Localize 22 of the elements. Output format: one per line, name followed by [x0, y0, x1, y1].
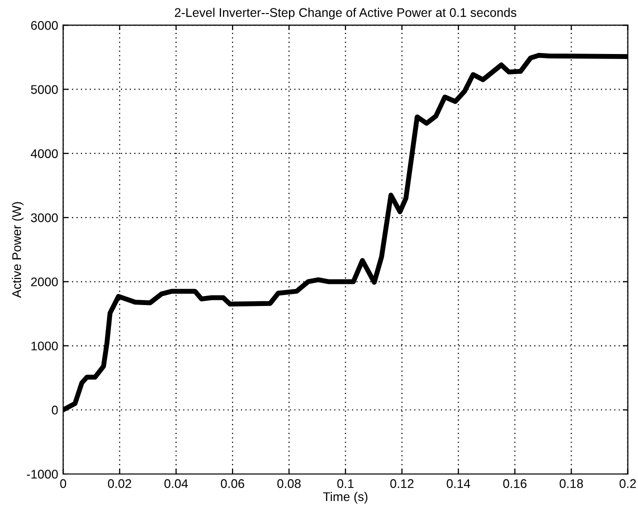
- y-axis-title: Active Power (W): [12, 202, 24, 298]
- x-tick-label: 0.16: [503, 479, 526, 488]
- x-tick-label: 0.14: [446, 479, 470, 488]
- y-tick-label: 4000: [30, 149, 58, 158]
- y-tick-label: 1000: [31, 342, 58, 350]
- x-tick-label: 0.18: [560, 479, 583, 488]
- x-tick-label: 0.02: [108, 479, 132, 488]
- x-tick-label: 0.04: [164, 479, 188, 488]
- y-tick-label: 6000: [31, 20, 58, 30]
- chart-title: 2-Level Inverter--Step Change of Active Power at 0.1 seconds: [174, 8, 516, 20]
- x-tick-label: 0.06: [220, 479, 244, 488]
- x-tick-label: 0.08: [277, 479, 301, 488]
- x-tick-label: 0: [60, 479, 66, 488]
- x-axis-title: Time (s): [323, 492, 368, 504]
- x-tick-label: 0.2: [620, 479, 636, 488]
- y-tick-label: 2000: [31, 277, 58, 286]
- y-tick-label: 0: [52, 406, 58, 415]
- x-tick-label: 0.1: [337, 479, 354, 488]
- y-tick-label: 5000: [30, 85, 58, 94]
- x-tick-label: 0.12: [390, 479, 414, 488]
- y-tick-label: -1000: [26, 470, 58, 479]
- y-tick-label: 3000: [30, 213, 58, 222]
